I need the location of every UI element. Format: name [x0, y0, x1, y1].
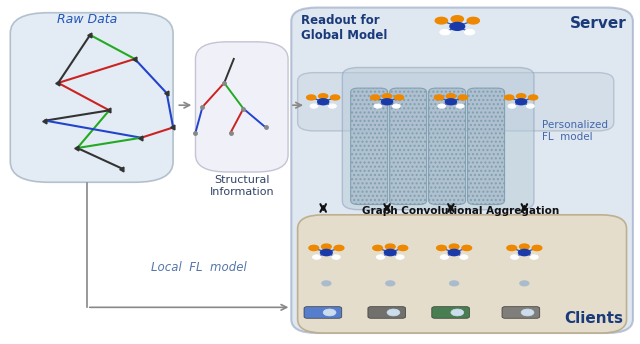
Circle shape — [460, 255, 468, 259]
Text: ⊣: ⊣ — [451, 292, 458, 302]
FancyBboxPatch shape — [298, 215, 627, 333]
Text: ⊣: ⊣ — [323, 292, 330, 302]
FancyBboxPatch shape — [298, 73, 614, 131]
Circle shape — [398, 245, 408, 250]
Circle shape — [371, 95, 380, 100]
Circle shape — [508, 104, 516, 108]
Circle shape — [383, 94, 392, 99]
Circle shape — [451, 16, 463, 22]
Circle shape — [465, 29, 475, 35]
Circle shape — [521, 309, 534, 316]
Circle shape — [448, 249, 460, 256]
Circle shape — [440, 29, 451, 35]
Circle shape — [307, 95, 316, 100]
Text: Raw Data: Raw Data — [57, 13, 117, 26]
Text: Clients: Clients — [564, 311, 623, 326]
Circle shape — [435, 95, 444, 100]
Circle shape — [317, 99, 329, 105]
Circle shape — [456, 104, 464, 108]
Circle shape — [435, 17, 447, 24]
Circle shape — [312, 255, 321, 259]
Circle shape — [321, 244, 332, 249]
FancyBboxPatch shape — [368, 307, 406, 318]
Circle shape — [511, 255, 519, 259]
FancyBboxPatch shape — [304, 307, 342, 318]
Circle shape — [323, 309, 336, 316]
Circle shape — [518, 249, 530, 256]
Circle shape — [436, 245, 446, 250]
Circle shape — [445, 99, 456, 105]
FancyBboxPatch shape — [10, 13, 173, 182]
Circle shape — [321, 249, 332, 256]
Text: Structural
Information: Structural Information — [210, 175, 275, 197]
Text: Graph Convolutional Aggregation: Graph Convolutional Aggregation — [362, 206, 559, 216]
Circle shape — [529, 95, 538, 100]
FancyBboxPatch shape — [502, 307, 540, 318]
Circle shape — [520, 281, 529, 286]
FancyBboxPatch shape — [195, 42, 288, 172]
Circle shape — [330, 95, 340, 100]
Circle shape — [387, 309, 400, 316]
Circle shape — [450, 22, 465, 30]
Circle shape — [381, 99, 392, 105]
Circle shape — [319, 94, 328, 99]
FancyBboxPatch shape — [291, 8, 633, 333]
Circle shape — [458, 95, 467, 100]
Circle shape — [309, 245, 319, 250]
Circle shape — [530, 255, 538, 259]
Circle shape — [516, 99, 527, 105]
FancyBboxPatch shape — [467, 88, 504, 205]
FancyBboxPatch shape — [432, 307, 469, 318]
Circle shape — [451, 309, 464, 316]
Circle shape — [516, 94, 526, 99]
Circle shape — [440, 255, 449, 259]
Circle shape — [392, 104, 400, 108]
Text: Personalized
FL  model: Personalized FL model — [541, 120, 607, 142]
Circle shape — [310, 104, 318, 108]
FancyBboxPatch shape — [390, 88, 427, 205]
Circle shape — [462, 245, 472, 250]
Circle shape — [328, 104, 336, 108]
FancyBboxPatch shape — [351, 88, 388, 205]
Circle shape — [334, 245, 344, 250]
Circle shape — [396, 255, 404, 259]
Circle shape — [394, 95, 404, 100]
Circle shape — [438, 104, 445, 108]
Circle shape — [450, 281, 459, 286]
Circle shape — [376, 255, 385, 259]
FancyBboxPatch shape — [429, 88, 466, 205]
Circle shape — [372, 245, 383, 250]
Circle shape — [446, 94, 456, 99]
Circle shape — [520, 244, 529, 249]
Circle shape — [332, 255, 340, 259]
FancyBboxPatch shape — [342, 67, 534, 210]
Circle shape — [504, 95, 514, 100]
Circle shape — [449, 244, 459, 249]
Circle shape — [385, 249, 396, 256]
Text: ⊣: ⊣ — [387, 292, 394, 302]
Circle shape — [507, 245, 516, 250]
Circle shape — [386, 281, 395, 286]
Text: Server: Server — [570, 16, 627, 31]
Circle shape — [532, 245, 542, 250]
Circle shape — [527, 104, 534, 108]
Circle shape — [374, 104, 382, 108]
Text: ⊣: ⊣ — [521, 292, 528, 302]
Circle shape — [467, 17, 479, 24]
Circle shape — [322, 281, 331, 286]
Text: Local  FL  model: Local FL model — [151, 261, 246, 275]
Circle shape — [385, 244, 395, 249]
Text: Readout for
Global Model: Readout for Global Model — [301, 14, 387, 42]
